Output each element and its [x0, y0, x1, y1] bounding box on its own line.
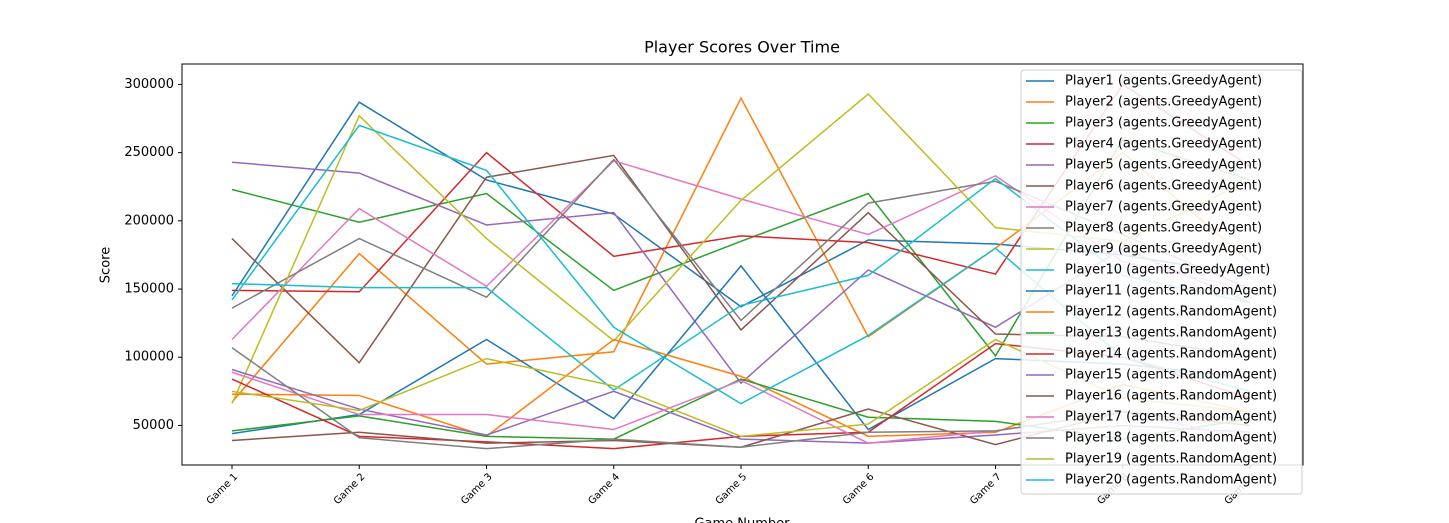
- legend-label: Player5 (agents.GreedyAgent): [1065, 158, 1262, 173]
- x-tick-label: Game 4: [586, 471, 622, 507]
- plot-frame: [181, 63, 1304, 466]
- legend-label: Player4 (agents.GreedyAgent): [1065, 137, 1262, 152]
- legend-label: Player13 (agents.RandomAgent): [1065, 326, 1277, 341]
- y-tick-label: 100000: [124, 350, 174, 365]
- x-axis-label: Game Number: [694, 517, 790, 523]
- legend-label: Player9 (agents.GreedyAgent): [1065, 242, 1262, 257]
- x-tick-label: Game 7: [968, 471, 1004, 507]
- legend-label: Player18 (agents.RandomAgent): [1065, 431, 1277, 446]
- legend-label: Player8 (agents.GreedyAgent): [1065, 221, 1262, 236]
- y-tick-label: 300000: [124, 77, 174, 92]
- legend-label: Player10 (agents.GreedyAgent): [1065, 263, 1270, 278]
- legend-label: Player7 (agents.GreedyAgent): [1065, 200, 1262, 215]
- y-tick-label: 50000: [133, 418, 174, 433]
- x-tick-label: Game 5: [714, 471, 750, 507]
- legend-label: Player15 (agents.RandomAgent): [1065, 368, 1277, 383]
- legend-label: Player14 (agents.RandomAgent): [1065, 347, 1277, 362]
- chart-title: Player Scores Over Time: [644, 38, 840, 57]
- legend-label: Player17 (agents.RandomAgent): [1065, 410, 1277, 425]
- legend-label: Player12 (agents.RandomAgent): [1065, 305, 1277, 320]
- legend-box: [1020, 69, 1303, 495]
- y-tick-label: 250000: [124, 145, 174, 160]
- y-tick-label: 150000: [124, 282, 174, 297]
- x-tick-label: Game 6: [841, 471, 877, 507]
- legend-label: Player1 (agents.GreedyAgent): [1065, 74, 1262, 89]
- legend-label: Player16 (agents.RandomAgent): [1065, 389, 1277, 404]
- legend-label: Player19 (agents.RandomAgent): [1065, 452, 1277, 467]
- x-tick-label: Game 2: [332, 471, 368, 507]
- legend-label: Player3 (agents.GreedyAgent): [1065, 116, 1262, 131]
- x-tick-label: Game 3: [459, 471, 495, 507]
- legend-label: Player2 (agents.GreedyAgent): [1065, 95, 1262, 110]
- legend-label: Player11 (agents.RandomAgent): [1065, 284, 1277, 299]
- x-tick-label: Game 1: [205, 471, 241, 507]
- legend-label: Player20 (agents.RandomAgent): [1065, 473, 1277, 488]
- legend-label: Player6 (agents.GreedyAgent): [1065, 179, 1262, 194]
- y-axis-label: Score: [99, 247, 114, 283]
- y-tick-label: 200000: [124, 213, 174, 228]
